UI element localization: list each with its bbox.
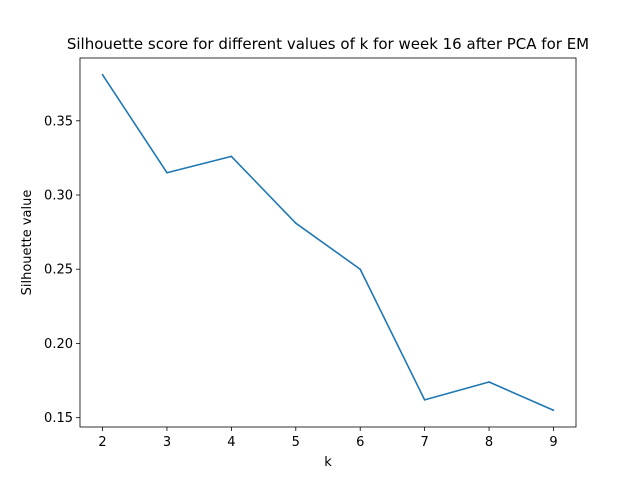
- plot-area: [80, 58, 576, 427]
- y-tick-label: 0.15: [44, 411, 73, 426]
- y-tick-label: 0.30: [44, 189, 73, 204]
- y-tick-label: 0.35: [44, 114, 73, 129]
- x-tick-label: 6: [356, 435, 364, 450]
- data-point: [294, 222, 297, 225]
- y-axis-label: Silhouette value: [20, 190, 35, 296]
- plot-frame: [79, 57, 577, 428]
- x-axis-label: k: [324, 455, 332, 470]
- data-point: [101, 73, 104, 76]
- x-tick-label: 7: [420, 435, 428, 450]
- data-point: [166, 171, 168, 174]
- x-tick-label: 4: [227, 435, 235, 450]
- series-layer: [101, 73, 555, 412]
- x-tick-label: 9: [549, 435, 557, 450]
- data-point: [552, 409, 555, 412]
- series-line: [101, 74, 554, 411]
- data-point: [488, 381, 490, 383]
- y-tick-label: 0.25: [44, 263, 73, 278]
- x-tick-label: 2: [98, 435, 106, 450]
- y-tick-label: 0.20: [44, 337, 73, 352]
- x-axis-ticks: 2 3 4 5 6 7 8 9: [98, 427, 558, 450]
- data-point: [230, 155, 233, 158]
- y-axis-ticks: 0.15 0.20 0.25 0.30 0.35: [44, 114, 80, 426]
- chart-title: Silhouette score for different values of…: [67, 35, 589, 53]
- x-tick-label: 8: [485, 435, 493, 450]
- data-point: [423, 398, 426, 401]
- data-point: [359, 268, 362, 271]
- x-tick-label: 5: [292, 435, 300, 450]
- x-tick-label: 3: [163, 435, 171, 450]
